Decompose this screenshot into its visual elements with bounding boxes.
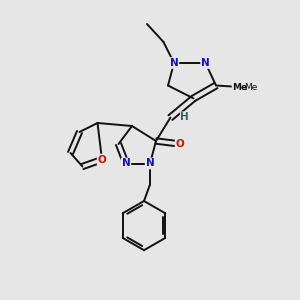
Text: N: N	[201, 58, 210, 68]
Text: N: N	[169, 58, 178, 68]
Text: O: O	[176, 139, 184, 149]
Text: Me: Me	[232, 82, 247, 91]
Text: H: H	[180, 112, 189, 122]
Text: Me: Me	[244, 83, 258, 92]
Text: O: O	[98, 154, 106, 165]
Text: N: N	[122, 158, 130, 169]
Text: N: N	[146, 158, 154, 169]
